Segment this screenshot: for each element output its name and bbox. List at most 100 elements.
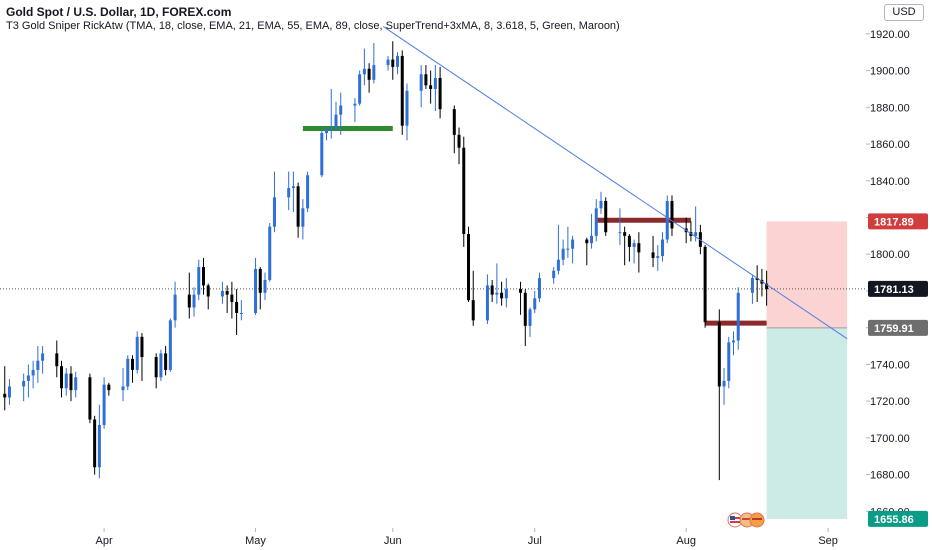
us-flag-icon[interactable] xyxy=(727,512,743,528)
candle[interactable] xyxy=(537,278,541,299)
candle[interactable] xyxy=(727,342,731,381)
candle[interactable] xyxy=(173,294,177,321)
candle[interactable] xyxy=(533,298,537,310)
candle[interactable] xyxy=(552,270,556,279)
candle[interactable] xyxy=(272,197,276,227)
candle[interactable] xyxy=(571,239,575,249)
candle[interactable] xyxy=(750,278,754,293)
candle[interactable] xyxy=(433,77,437,89)
candle[interactable] xyxy=(694,232,698,236)
candle[interactable] xyxy=(367,68,371,80)
stop-loss-zone[interactable] xyxy=(766,221,848,328)
candle[interactable] xyxy=(353,103,357,106)
candle[interactable] xyxy=(3,393,7,398)
candle[interactable] xyxy=(334,114,338,128)
stop-price-tag[interactable] xyxy=(868,213,928,230)
candle[interactable] xyxy=(703,246,707,323)
candle[interactable] xyxy=(235,301,239,313)
candle[interactable] xyxy=(296,186,300,227)
candle[interactable] xyxy=(765,283,769,290)
candle[interactable] xyxy=(585,239,589,244)
candle[interactable] xyxy=(623,232,627,236)
candle[interactable] xyxy=(102,384,106,426)
candle[interactable] xyxy=(637,243,641,253)
candle[interactable] xyxy=(485,285,489,321)
candle[interactable] xyxy=(519,289,523,293)
candle[interactable] xyxy=(36,360,40,370)
candle[interactable] xyxy=(31,369,35,376)
candle[interactable] xyxy=(26,375,30,381)
candle[interactable] xyxy=(320,133,324,176)
candle[interactable] xyxy=(159,353,163,378)
candle[interactable] xyxy=(287,188,291,198)
candle[interactable] xyxy=(22,380,26,387)
candle[interactable] xyxy=(731,340,735,343)
candle[interactable] xyxy=(400,55,404,126)
candle[interactable] xyxy=(164,353,168,370)
candle[interactable] xyxy=(405,90,409,126)
candle[interactable] xyxy=(452,109,456,135)
candle[interactable] xyxy=(556,259,560,271)
candle[interactable] xyxy=(717,322,721,387)
candle[interactable] xyxy=(495,292,499,295)
candle[interactable] xyxy=(258,268,262,293)
candle[interactable] xyxy=(60,366,64,389)
candle[interactable] xyxy=(64,373,68,389)
candle[interactable] xyxy=(438,77,442,110)
candle[interactable] xyxy=(561,248,565,260)
candle[interactable] xyxy=(424,74,428,86)
candle[interactable] xyxy=(590,235,594,244)
candle[interactable] xyxy=(97,425,101,468)
candle[interactable] xyxy=(632,243,636,247)
candle[interactable] xyxy=(121,386,125,391)
candle[interactable] xyxy=(722,380,726,387)
trendline[interactable] xyxy=(383,26,848,340)
event-flags[interactable] xyxy=(726,512,770,530)
candle[interactable] xyxy=(391,59,395,67)
candle[interactable] xyxy=(197,267,201,295)
candle[interactable] xyxy=(500,292,504,299)
candle[interactable] xyxy=(88,377,92,420)
candle[interactable] xyxy=(135,336,139,370)
candle[interactable] xyxy=(656,256,660,258)
candle[interactable] xyxy=(230,294,234,302)
candle[interactable] xyxy=(471,300,475,321)
take-profit-zone[interactable] xyxy=(766,327,848,519)
candle[interactable] xyxy=(466,234,470,301)
candle[interactable] xyxy=(254,268,258,313)
candle[interactable] xyxy=(291,186,295,189)
candle[interactable] xyxy=(187,294,191,308)
candle[interactable] xyxy=(594,208,598,236)
candle[interactable] xyxy=(325,129,329,134)
candle[interactable] xyxy=(107,384,111,391)
candle[interactable] xyxy=(566,248,570,250)
price-axis[interactable] xyxy=(866,0,932,550)
candle[interactable] xyxy=(386,59,390,66)
indicator-title[interactable]: T3 Gold Sniper RickAtw (TMA, 18, close, … xyxy=(6,20,620,32)
candle[interactable] xyxy=(396,55,400,67)
candle[interactable] xyxy=(419,74,423,91)
candle[interactable] xyxy=(504,289,508,299)
candle[interactable] xyxy=(490,285,494,295)
candle[interactable] xyxy=(201,267,205,286)
time-axis[interactable] xyxy=(0,528,932,550)
candle[interactable] xyxy=(429,85,433,89)
candle[interactable] xyxy=(41,353,45,361)
candle[interactable] xyxy=(665,200,669,240)
candle[interactable] xyxy=(154,357,158,378)
candle[interactable] xyxy=(599,200,603,209)
candle[interactable] xyxy=(462,147,466,235)
candle[interactable] xyxy=(206,285,210,297)
candle[interactable] xyxy=(220,290,224,297)
target-price-tag[interactable] xyxy=(868,510,928,527)
candle[interactable] xyxy=(372,65,376,80)
candle[interactable] xyxy=(7,386,11,398)
candle[interactable] xyxy=(523,292,527,326)
candle[interactable] xyxy=(55,353,59,367)
candle[interactable] xyxy=(268,226,272,280)
candle[interactable] xyxy=(339,105,343,115)
candle[interactable] xyxy=(263,279,267,293)
candle[interactable] xyxy=(306,175,310,209)
candle[interactable] xyxy=(329,127,333,130)
entry-price-tag[interactable] xyxy=(868,319,928,336)
